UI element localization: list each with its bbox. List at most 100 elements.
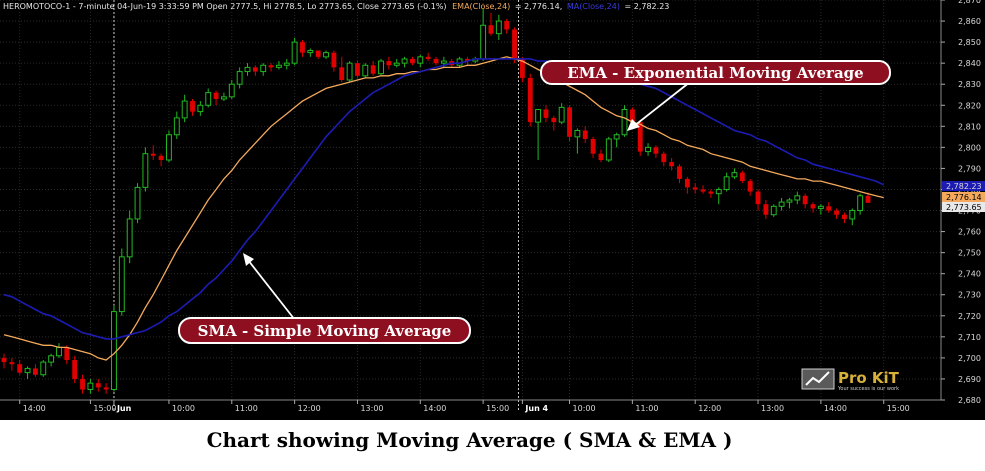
candle-down (331, 52, 337, 68)
candle-up (87, 382, 94, 390)
candle-up (574, 130, 581, 138)
candle-up (56, 346, 62, 357)
price-axis-ticks: 2,680 2,690 2,700 2,710 2,720 2,730 2,740 2,750… (941, 0, 981, 405)
y-tick-label: 2,830 (958, 80, 981, 89)
candle-down (582, 130, 588, 139)
candle-up (173, 117, 180, 136)
candle-down (9, 362, 15, 365)
x-tick-label: 15:00 (486, 404, 509, 413)
x-tick-label: 12:00 (698, 404, 721, 413)
candle-up (48, 355, 55, 363)
y-tick-label: 2,680 (958, 396, 981, 405)
candle-down (700, 189, 706, 192)
candle-up (275, 64, 282, 68)
candle-up (244, 66, 251, 73)
candle-down (158, 155, 164, 160)
candle-up (778, 201, 785, 207)
candle-down (370, 65, 376, 74)
x-tick-label: 13:00 (360, 404, 383, 413)
candle-up (401, 58, 408, 64)
candle-down (747, 181, 753, 192)
candle-down (410, 58, 415, 64)
x-tick-label: 11:00 (635, 404, 658, 413)
ema-line (3, 56, 884, 361)
y-tick-label: 2,790 (958, 164, 981, 173)
candle-down (355, 63, 360, 76)
candle-down (755, 191, 761, 205)
moving-average-lines (3, 56, 885, 361)
y-tick-label: 2,870 (958, 0, 981, 5)
header-text: HEROMOTOCO-1 - 7-minute 04-Jun-19 3:33:5… (3, 2, 669, 11)
moving-average-chart: 2,680 2,690 2,700 2,710 2,720 2,730 2,740 2,750… (0, 0, 985, 420)
candle-down (708, 191, 714, 194)
candle-down (433, 58, 439, 64)
y-tick-label: 2,720 (958, 312, 981, 321)
candle-up (134, 186, 141, 220)
candle-down (802, 195, 808, 205)
time-axis-ticks: 14:00 15:00 Jun 10:00 11:00 12:00 13:00 14:00 15… (19, 400, 910, 413)
ema-annotation-box (540, 60, 891, 85)
close-price-tag: 2,773.65 (946, 203, 982, 212)
sma-price-tag: 2,782.23 (946, 182, 982, 191)
candle-up (849, 210, 856, 220)
close-price-tag-box (942, 202, 985, 212)
candle-down (252, 67, 258, 72)
ema-annotation-label: EMA - Exponential Moving Average (567, 64, 863, 82)
candle-down (315, 50, 321, 57)
candle-down (17, 364, 23, 373)
candle-up (558, 106, 565, 123)
candle-up (440, 60, 447, 64)
candle-up (613, 134, 620, 140)
candle-down (103, 387, 109, 390)
candle-down (213, 92, 219, 99)
candle-up (378, 60, 384, 75)
candle-up (621, 108, 628, 136)
candle-up (307, 50, 314, 54)
y-tick-label: 2,690 (958, 375, 981, 384)
candle-up (417, 56, 424, 64)
candle-down (519, 58, 525, 78)
chart-header: HEROMOTOCO-1 - 7-minute 04-Jun-19 3:33:5… (3, 2, 669, 11)
candle-down (661, 153, 667, 163)
x-tick-label: 14:00 (23, 404, 46, 413)
symbol-info: HEROMOTOCO-1 - 7-minute 04-Jun-19 3:33:5… (3, 2, 447, 11)
x-tick-label: 14:00 (423, 404, 446, 413)
sma-line (3, 58, 885, 340)
candle-down (629, 109, 635, 123)
candle-up (205, 92, 212, 106)
candle-up (111, 311, 117, 390)
ema-price-tag: 2,776.14 (946, 193, 982, 202)
candle-down (763, 204, 769, 215)
candle-up (228, 83, 235, 98)
logo-chart-icon (805, 371, 830, 386)
candle-up (40, 361, 47, 376)
pro-kit-logo: Pro KiT Your success is our work (801, 368, 900, 392)
x-tick-label: 10:00 (573, 404, 596, 413)
y-tick-label: 2,840 (958, 59, 981, 68)
sma-arrow-line (247, 259, 296, 321)
candle-up (794, 195, 801, 201)
candle-down (80, 378, 85, 390)
y-tick-label: 2,850 (958, 38, 981, 47)
x-tick-label: Jun (116, 404, 132, 413)
candle-up (346, 62, 353, 81)
sma-annotation: SMA - Simple Moving Average (178, 253, 471, 344)
candle-down (637, 122, 643, 152)
candle-up (283, 62, 290, 66)
candle-down (590, 138, 596, 154)
logo-icon-box (801, 368, 835, 390)
candle-down (677, 166, 682, 179)
ema-price-tag-box (942, 192, 985, 202)
y-tick-label: 2,820 (958, 101, 981, 110)
ema-legend-value: = 2,776.14, (515, 2, 562, 11)
candle-down (684, 178, 690, 188)
candle-up (181, 100, 188, 119)
candle-down (598, 153, 604, 160)
y-tick-label: 2,810 (958, 122, 981, 131)
candle-up (118, 256, 125, 313)
candle-down (504, 21, 510, 30)
candle-up (731, 172, 738, 178)
y-tick-label: 2,730 (958, 291, 981, 300)
candle-up (323, 52, 329, 58)
candle-down (72, 360, 78, 379)
